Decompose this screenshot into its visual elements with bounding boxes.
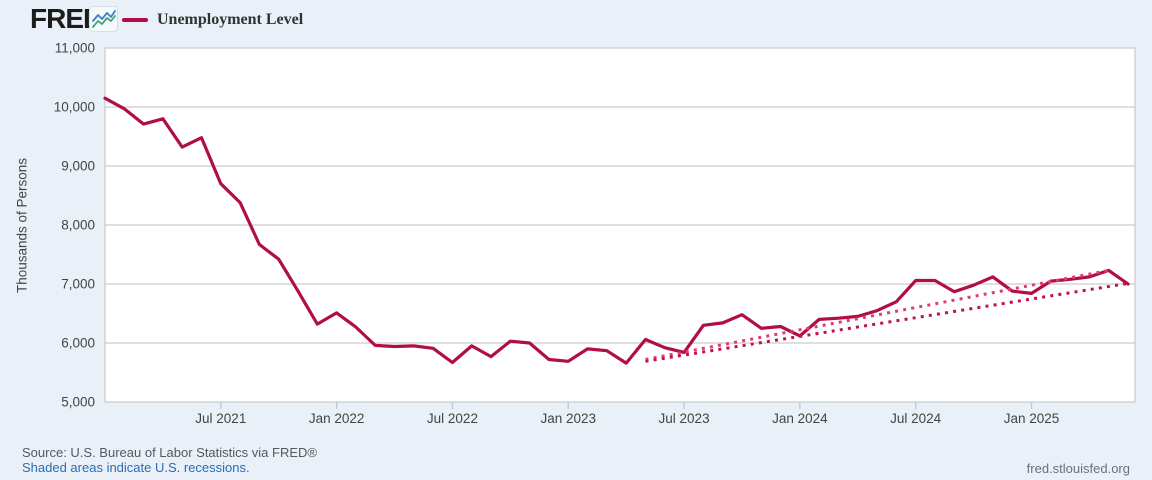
x-tick-label: Jul 2022	[427, 411, 478, 426]
y-tick-label: 6,000	[61, 336, 95, 351]
y-axis-title: Thousands of Persons	[14, 157, 30, 294]
y-tick-label: 5,000	[61, 395, 95, 410]
x-tick-label: Jul 2021	[195, 411, 246, 426]
legend-series-label: Unemployment Level	[157, 11, 304, 28]
x-tick-label: Jul 2023	[659, 411, 710, 426]
x-tick-label: Jan 2024	[772, 411, 828, 426]
fred-logo-chart-icon	[89, 6, 118, 32]
plot-border	[104, 47, 1136, 403]
x-tick-label: Jan 2022	[309, 411, 365, 426]
y-tick-label: 9,000	[61, 159, 95, 174]
chart-legend: Unemployment Level	[122, 10, 303, 30]
y-tick-label: 7,000	[61, 277, 95, 292]
recession-note-link[interactable]: Shaded areas indicate U.S. recessions.	[22, 460, 250, 475]
legend-line-swatch	[122, 18, 148, 22]
y-tick-label: 11,000	[55, 41, 95, 56]
x-tick-label: Jan 2023	[540, 411, 596, 426]
unemployment-line	[103, 96, 1130, 365]
x-tick-label: Jan 2025	[1004, 411, 1060, 426]
y-tick-label: 10,000	[54, 100, 95, 115]
y-tick-label: 8,000	[61, 218, 95, 233]
site-url: fred.stlouisfed.org	[1026, 461, 1130, 476]
source-attribution: Source: U.S. Bureau of Labor Statistics …	[22, 445, 317, 460]
x-tick-label: Jul 2024	[890, 411, 942, 426]
